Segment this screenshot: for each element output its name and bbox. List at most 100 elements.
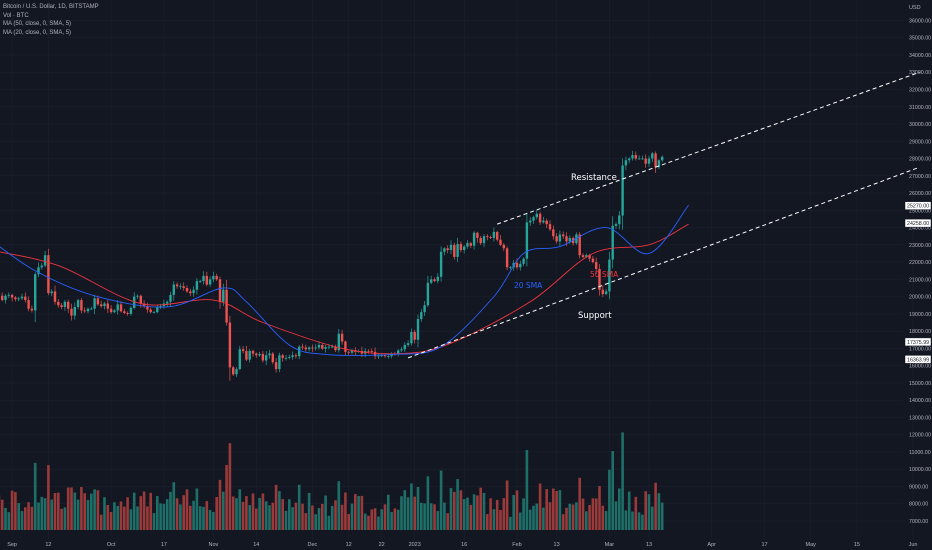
volume-bar bbox=[264, 501, 268, 530]
candle-body bbox=[222, 289, 225, 302]
volume-legend[interactable]: Vol · BTC bbox=[3, 12, 29, 19]
candle-body bbox=[601, 289, 604, 295]
candle-body bbox=[456, 243, 459, 257]
volume-bar bbox=[278, 491, 281, 530]
volume-bar bbox=[205, 501, 209, 530]
volume-bar bbox=[433, 504, 436, 530]
ma20-legend[interactable]: MA (20, close, 0, SMA, 5) bbox=[3, 29, 72, 36]
candle-body bbox=[185, 287, 189, 292]
volume-bar bbox=[370, 509, 374, 530]
candle-body bbox=[459, 243, 463, 251]
candle-body bbox=[208, 279, 212, 285]
candle-body bbox=[476, 232, 479, 238]
volume-bar bbox=[268, 505, 271, 530]
candle-body bbox=[218, 279, 222, 302]
candle-body bbox=[50, 291, 53, 294]
candle-body bbox=[307, 347, 311, 350]
y-tick-label: 17000.00 bbox=[909, 346, 931, 352]
price-label-box bbox=[904, 355, 932, 364]
volume-bar bbox=[297, 484, 301, 530]
candle-body bbox=[63, 301, 67, 307]
candle-body bbox=[522, 258, 525, 264]
candle-body bbox=[24, 296, 27, 301]
candle-body bbox=[301, 346, 304, 348]
candle-body bbox=[43, 255, 47, 266]
candle-body bbox=[274, 362, 278, 370]
volume-bar bbox=[274, 484, 278, 530]
volume-bar bbox=[119, 501, 123, 530]
volume-bar bbox=[50, 499, 53, 530]
candle-body bbox=[644, 158, 647, 164]
price-axis[interactable]: 7000.00 8000.00 9000.00 10000.00 11000.00 120… bbox=[909, 18, 931, 525]
volume-bar bbox=[218, 479, 222, 530]
volume-bar bbox=[169, 491, 172, 530]
volume-bar bbox=[241, 501, 245, 530]
candle-body bbox=[27, 300, 30, 309]
candle-body bbox=[532, 217, 535, 221]
candle-body bbox=[73, 306, 76, 316]
candle-body bbox=[57, 301, 60, 306]
candle-body bbox=[443, 248, 446, 252]
y-tick-label: 27000.00 bbox=[909, 174, 931, 180]
candle-body bbox=[202, 275, 205, 282]
volume-bar bbox=[4, 507, 7, 530]
candle-body bbox=[529, 220, 532, 223]
volume-bar bbox=[113, 502, 116, 530]
sma50-line bbox=[0, 223, 689, 355]
candle-body bbox=[552, 229, 555, 237]
candle-body bbox=[331, 346, 334, 348]
candle-body bbox=[380, 355, 383, 357]
price-label-box bbox=[904, 201, 932, 210]
candle-body bbox=[34, 274, 37, 311]
volume-bar bbox=[459, 490, 463, 530]
candle-body bbox=[225, 289, 228, 323]
candle-body bbox=[304, 347, 307, 350]
volume-bar bbox=[446, 513, 449, 530]
x-tick-label: 13 bbox=[646, 542, 652, 548]
volume-bar bbox=[47, 465, 50, 530]
candle-body bbox=[499, 239, 502, 245]
candle-body bbox=[14, 297, 17, 300]
symbol-title[interactable]: Bitcoin / U.S. Dollar, 1D, BITSTAMP bbox=[3, 4, 99, 10]
volume-bar bbox=[24, 507, 27, 530]
candle-body bbox=[542, 220, 545, 223]
candle-body bbox=[175, 284, 179, 287]
volume-bar bbox=[136, 506, 139, 530]
volume-bar bbox=[436, 511, 440, 530]
y-tick-label: 24000.00 bbox=[909, 226, 931, 232]
volume-bar bbox=[548, 502, 552, 530]
candle-body bbox=[149, 309, 152, 313]
x-tick-label: 16 bbox=[461, 542, 467, 548]
candle-body bbox=[100, 304, 103, 307]
volume-bar bbox=[57, 492, 60, 530]
volume-bar bbox=[479, 487, 482, 530]
volume-bar bbox=[175, 498, 179, 530]
candle-body bbox=[116, 304, 119, 311]
ma50-legend[interactable]: MA (50, close, 0, SMA, 5) bbox=[3, 21, 72, 27]
candle-body bbox=[156, 306, 159, 313]
volume-bar bbox=[314, 514, 317, 530]
candle-body bbox=[96, 298, 100, 305]
candle-body bbox=[588, 255, 591, 259]
volume-bar bbox=[647, 494, 651, 530]
volume-bar bbox=[591, 498, 595, 530]
volume-bar bbox=[651, 506, 654, 530]
candle-body bbox=[70, 308, 73, 316]
candle-body bbox=[86, 308, 90, 312]
time-axis[interactable]: Sep 12 Oct 17 Nov 14 Dec 12 22 2023 16 Feb 13 Mar 13 Ap… bbox=[7, 542, 917, 548]
candle-body bbox=[436, 276, 439, 282]
y-tick-label: 20000.00 bbox=[909, 295, 931, 301]
resistance-trendline bbox=[497, 71, 920, 225]
volume-bar bbox=[406, 497, 410, 530]
volume-bar bbox=[466, 497, 469, 530]
volume-bar bbox=[291, 507, 294, 530]
x-tick-label: 2023 bbox=[409, 542, 421, 548]
volume-bar bbox=[515, 490, 519, 530]
candle-body bbox=[558, 234, 562, 242]
candle-body bbox=[472, 232, 476, 246]
candle-body bbox=[17, 298, 20, 300]
volume-bar bbox=[363, 513, 367, 530]
volume-bar bbox=[357, 496, 360, 530]
volume-bar bbox=[410, 483, 413, 530]
